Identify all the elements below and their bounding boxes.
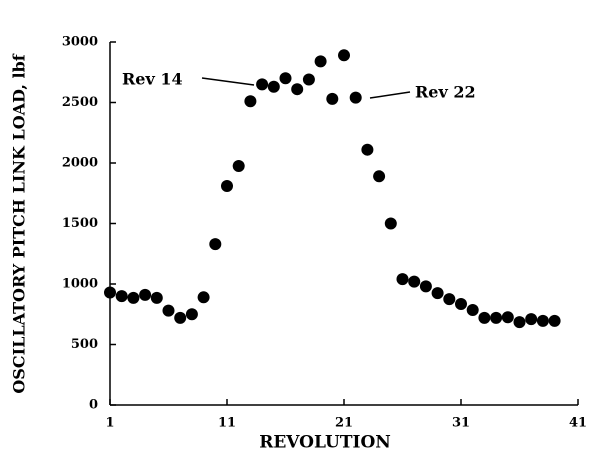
point [244,95,257,108]
point [408,275,421,288]
x-tick-label: 21 [335,416,353,431]
point [536,314,549,327]
y-tick-label: 2000 [62,156,98,171]
point [115,290,128,303]
annotation-line [201,77,255,86]
y-tick-label: 1000 [62,277,98,292]
point [162,304,175,317]
point [209,238,222,251]
point [139,288,152,301]
point [466,304,479,317]
point [455,297,467,310]
point [490,311,503,324]
annotation-line [369,91,411,99]
point [361,143,374,156]
x-axis-label: REVOLUTION [259,433,391,453]
point [513,316,526,329]
point [197,291,210,304]
y-tick-label: 2500 [62,95,98,110]
point [349,91,362,104]
point [431,287,444,300]
point [291,83,304,96]
point [525,313,538,326]
point [302,73,315,86]
point [338,49,350,62]
point [232,160,245,173]
point [419,280,432,293]
y-tick-label: 0 [89,398,98,413]
point [326,92,339,105]
annotation: Rev 22 [415,83,476,102]
x-tick-label: 11 [218,416,236,431]
point [150,291,163,304]
point [221,179,233,192]
x-tick-label: 41 [569,416,587,431]
point [384,217,397,230]
x-tick-label: 1 [105,416,114,431]
x-tick-label: 31 [452,416,470,431]
y-tick-label: 1500 [62,216,98,231]
point [267,80,280,93]
point [501,311,514,324]
point [279,72,292,85]
point [174,311,187,324]
y-tick-label: 500 [71,337,98,352]
point [396,273,409,286]
point [548,314,561,327]
point [443,293,456,306]
point [104,286,116,299]
point [314,55,327,68]
point [256,78,269,91]
y-axis-label: OSCILLATORY PITCH LINK LOAD, lbf [10,53,29,393]
annotation: Rev 14 [122,70,183,89]
point [373,170,386,183]
point [478,311,491,324]
point [185,308,198,321]
point [127,291,140,304]
y-tick-label: 3000 [62,35,98,50]
